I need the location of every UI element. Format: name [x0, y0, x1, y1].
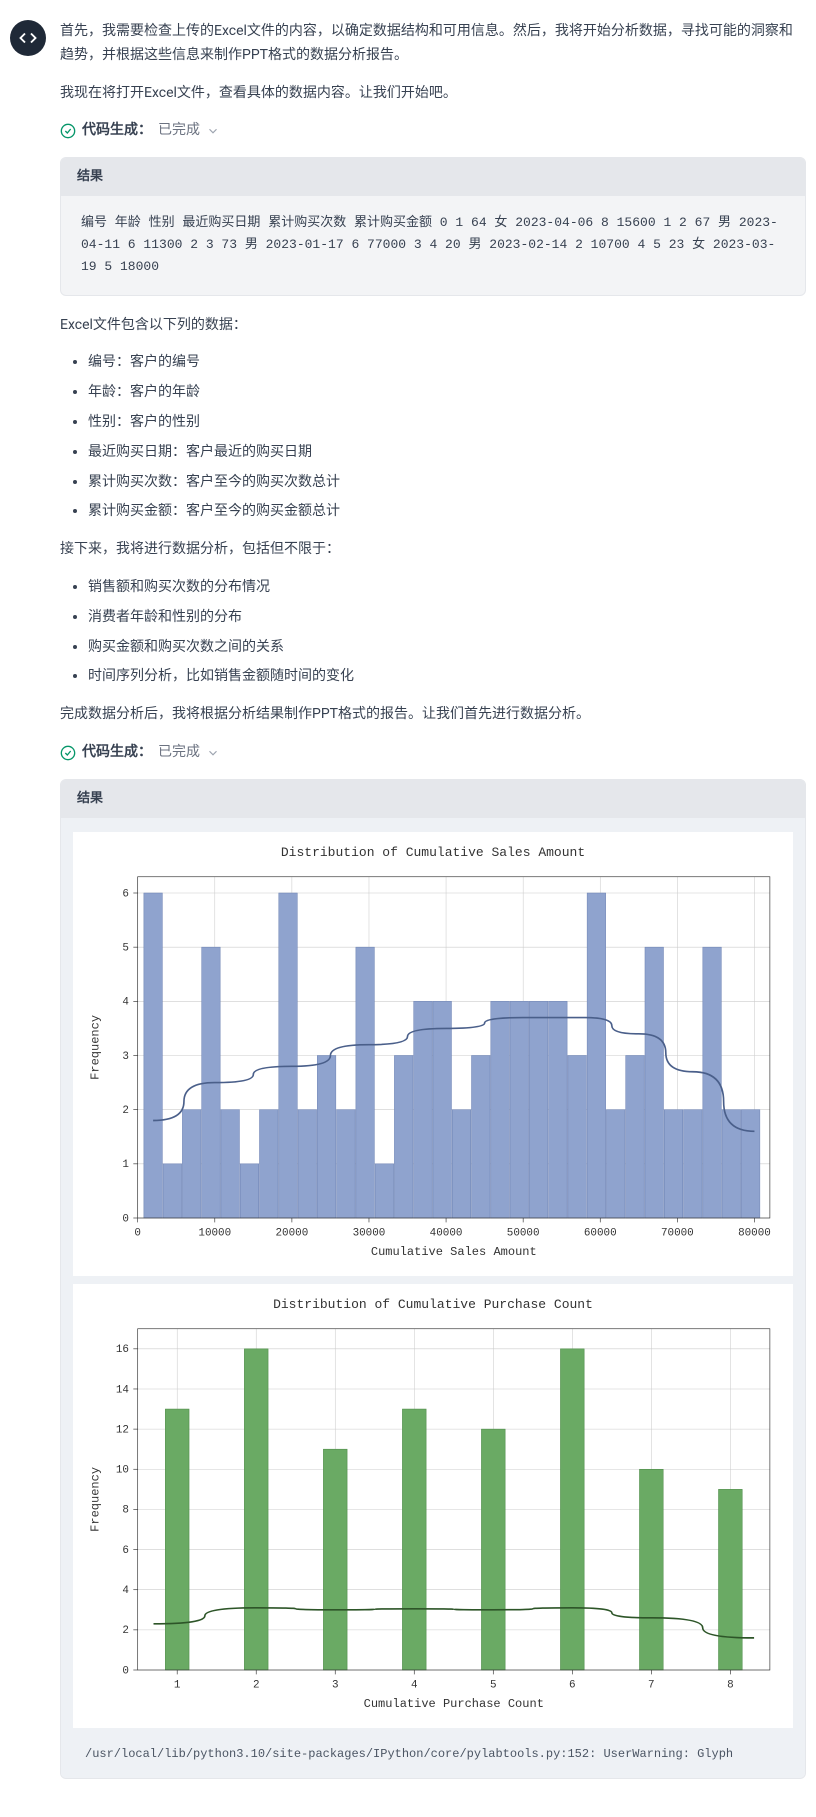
svg-text:50000: 50000 [507, 1227, 540, 1239]
paragraph: 接下来，我将进行数据分析，包括但不限于： [60, 538, 806, 562]
svg-text:1: 1 [122, 1159, 129, 1171]
svg-text:12: 12 [116, 1424, 129, 1436]
svg-text:2: 2 [122, 1625, 129, 1637]
list-item: 销售额和购买次数的分布情况 [88, 576, 806, 600]
chart-title: Distribution of Cumulative Sales Amount [83, 842, 783, 864]
columns-list: 编号：客户的编号年龄：客户的年龄性别：客户的性别最近购买日期：客户最近的购买日期… [60, 351, 806, 524]
chevron-down-icon [206, 746, 220, 760]
list-item: 编号：客户的编号 [88, 351, 806, 375]
svg-text:5: 5 [122, 942, 129, 954]
svg-text:Frequency: Frequency [88, 1467, 102, 1532]
list-item: 累计购买金额：客户至今的购买金额总计 [88, 500, 806, 524]
svg-text:20000: 20000 [275, 1227, 308, 1239]
svg-text:8: 8 [122, 1505, 129, 1517]
svg-text:2: 2 [122, 1105, 129, 1117]
svg-text:14: 14 [116, 1384, 129, 1396]
svg-text:3: 3 [332, 1679, 339, 1691]
svg-text:0: 0 [122, 1213, 129, 1225]
result-header: 结果 [61, 158, 805, 196]
chart-sales-amount: Distribution of Cumulative Sales Amount … [73, 832, 793, 1276]
svg-text:3: 3 [122, 1051, 129, 1063]
svg-text:10000: 10000 [198, 1227, 231, 1239]
codegen-toggle[interactable]: 代码生成： 已完成 [60, 741, 806, 765]
paragraph: 首先，我需要检查上传的Excel文件的内容，以确定数据结构和可用信息。然后，我将… [60, 20, 806, 68]
list-item: 购买金额和购买次数之间的关系 [88, 636, 806, 660]
chart-svg: 0 10000 20000 30000 40000 50000 60000 70000 8000… [83, 868, 783, 1262]
svg-text:Cumulative Purchase Count: Cumulative Purchase Count [364, 1697, 544, 1711]
svg-text:6: 6 [122, 888, 129, 900]
svg-text:7: 7 [648, 1679, 655, 1691]
paragraph: 我现在将打开Excel文件，查看具体的数据内容。让我们开始吧。 [60, 82, 806, 106]
codegen-label: 代码生成： [82, 119, 152, 143]
svg-text:30000: 30000 [353, 1227, 386, 1239]
svg-text:4: 4 [122, 997, 129, 1009]
chart-purchase-count: Distribution of Cumulative Purchase Coun… [73, 1284, 793, 1728]
list-item: 消费者年龄和性别的分布 [88, 606, 806, 630]
result-block: 结果 编号 年龄 性别 最近购买日期 累计购买次数 累计购买金额 0 1 64 … [60, 157, 806, 295]
list-item: 性别：客户的性别 [88, 411, 806, 435]
analysis-list: 销售额和购买次数的分布情况消费者年龄和性别的分布购买金额和购买次数之间的关系时间… [60, 576, 806, 689]
warning-text: /usr/local/lib/python3.10/site-packages/… [73, 1736, 793, 1764]
list-item: 最近购买日期：客户最近的购买日期 [88, 441, 806, 465]
code-icon [19, 29, 37, 47]
paragraph: Excel文件包含以下列的数据： [60, 314, 806, 338]
svg-text:1: 1 [174, 1679, 181, 1691]
svg-text:4: 4 [122, 1585, 129, 1597]
assistant-avatar [10, 20, 46, 56]
svg-text:Cumulative Sales Amount: Cumulative Sales Amount [371, 1245, 537, 1259]
svg-text:70000: 70000 [661, 1227, 694, 1239]
list-item: 累计购买次数：客户至今的购买次数总计 [88, 471, 806, 495]
svg-text:6: 6 [569, 1679, 576, 1691]
svg-text:8: 8 [727, 1679, 734, 1691]
codegen-label: 代码生成： [82, 741, 152, 765]
paragraph: 完成数据分析后，我将根据分析结果制作PPT格式的报告。让我们首先进行数据分析。 [60, 703, 806, 727]
svg-text:10: 10 [116, 1464, 129, 1476]
codegen-toggle[interactable]: 代码生成： 已完成 [60, 119, 806, 143]
svg-text:0: 0 [134, 1227, 141, 1239]
svg-text:5: 5 [490, 1679, 497, 1691]
check-icon [60, 123, 76, 139]
svg-text:Frequency: Frequency [88, 1015, 102, 1080]
svg-text:0: 0 [122, 1665, 129, 1677]
svg-text:6: 6 [122, 1545, 129, 1557]
chart-title: Distribution of Cumulative Purchase Coun… [83, 1294, 783, 1316]
list-item: 年龄：客户的年龄 [88, 381, 806, 405]
svg-text:2: 2 [253, 1679, 260, 1691]
result-body-text: 编号 年龄 性别 最近购买日期 累计购买次数 累计购买金额 0 1 64 女 2… [61, 196, 805, 294]
result-header: 结果 [61, 780, 805, 818]
chevron-down-icon [206, 124, 220, 138]
svg-text:60000: 60000 [584, 1227, 617, 1239]
chart-svg: 123456780246810121416Cumulative Purchase… [83, 1320, 783, 1714]
codegen-status: 已完成 [158, 119, 200, 143]
svg-text:40000: 40000 [430, 1227, 463, 1239]
svg-text:16: 16 [116, 1344, 129, 1356]
result-block-charts: 结果 Distribution of Cumulative Sales Amou… [60, 779, 806, 1779]
check-icon [60, 745, 76, 761]
list-item: 时间序列分析，比如销售金额随时间的变化 [88, 665, 806, 689]
svg-text:4: 4 [411, 1679, 418, 1691]
svg-text:80000: 80000 [738, 1227, 771, 1239]
codegen-status: 已完成 [158, 741, 200, 765]
